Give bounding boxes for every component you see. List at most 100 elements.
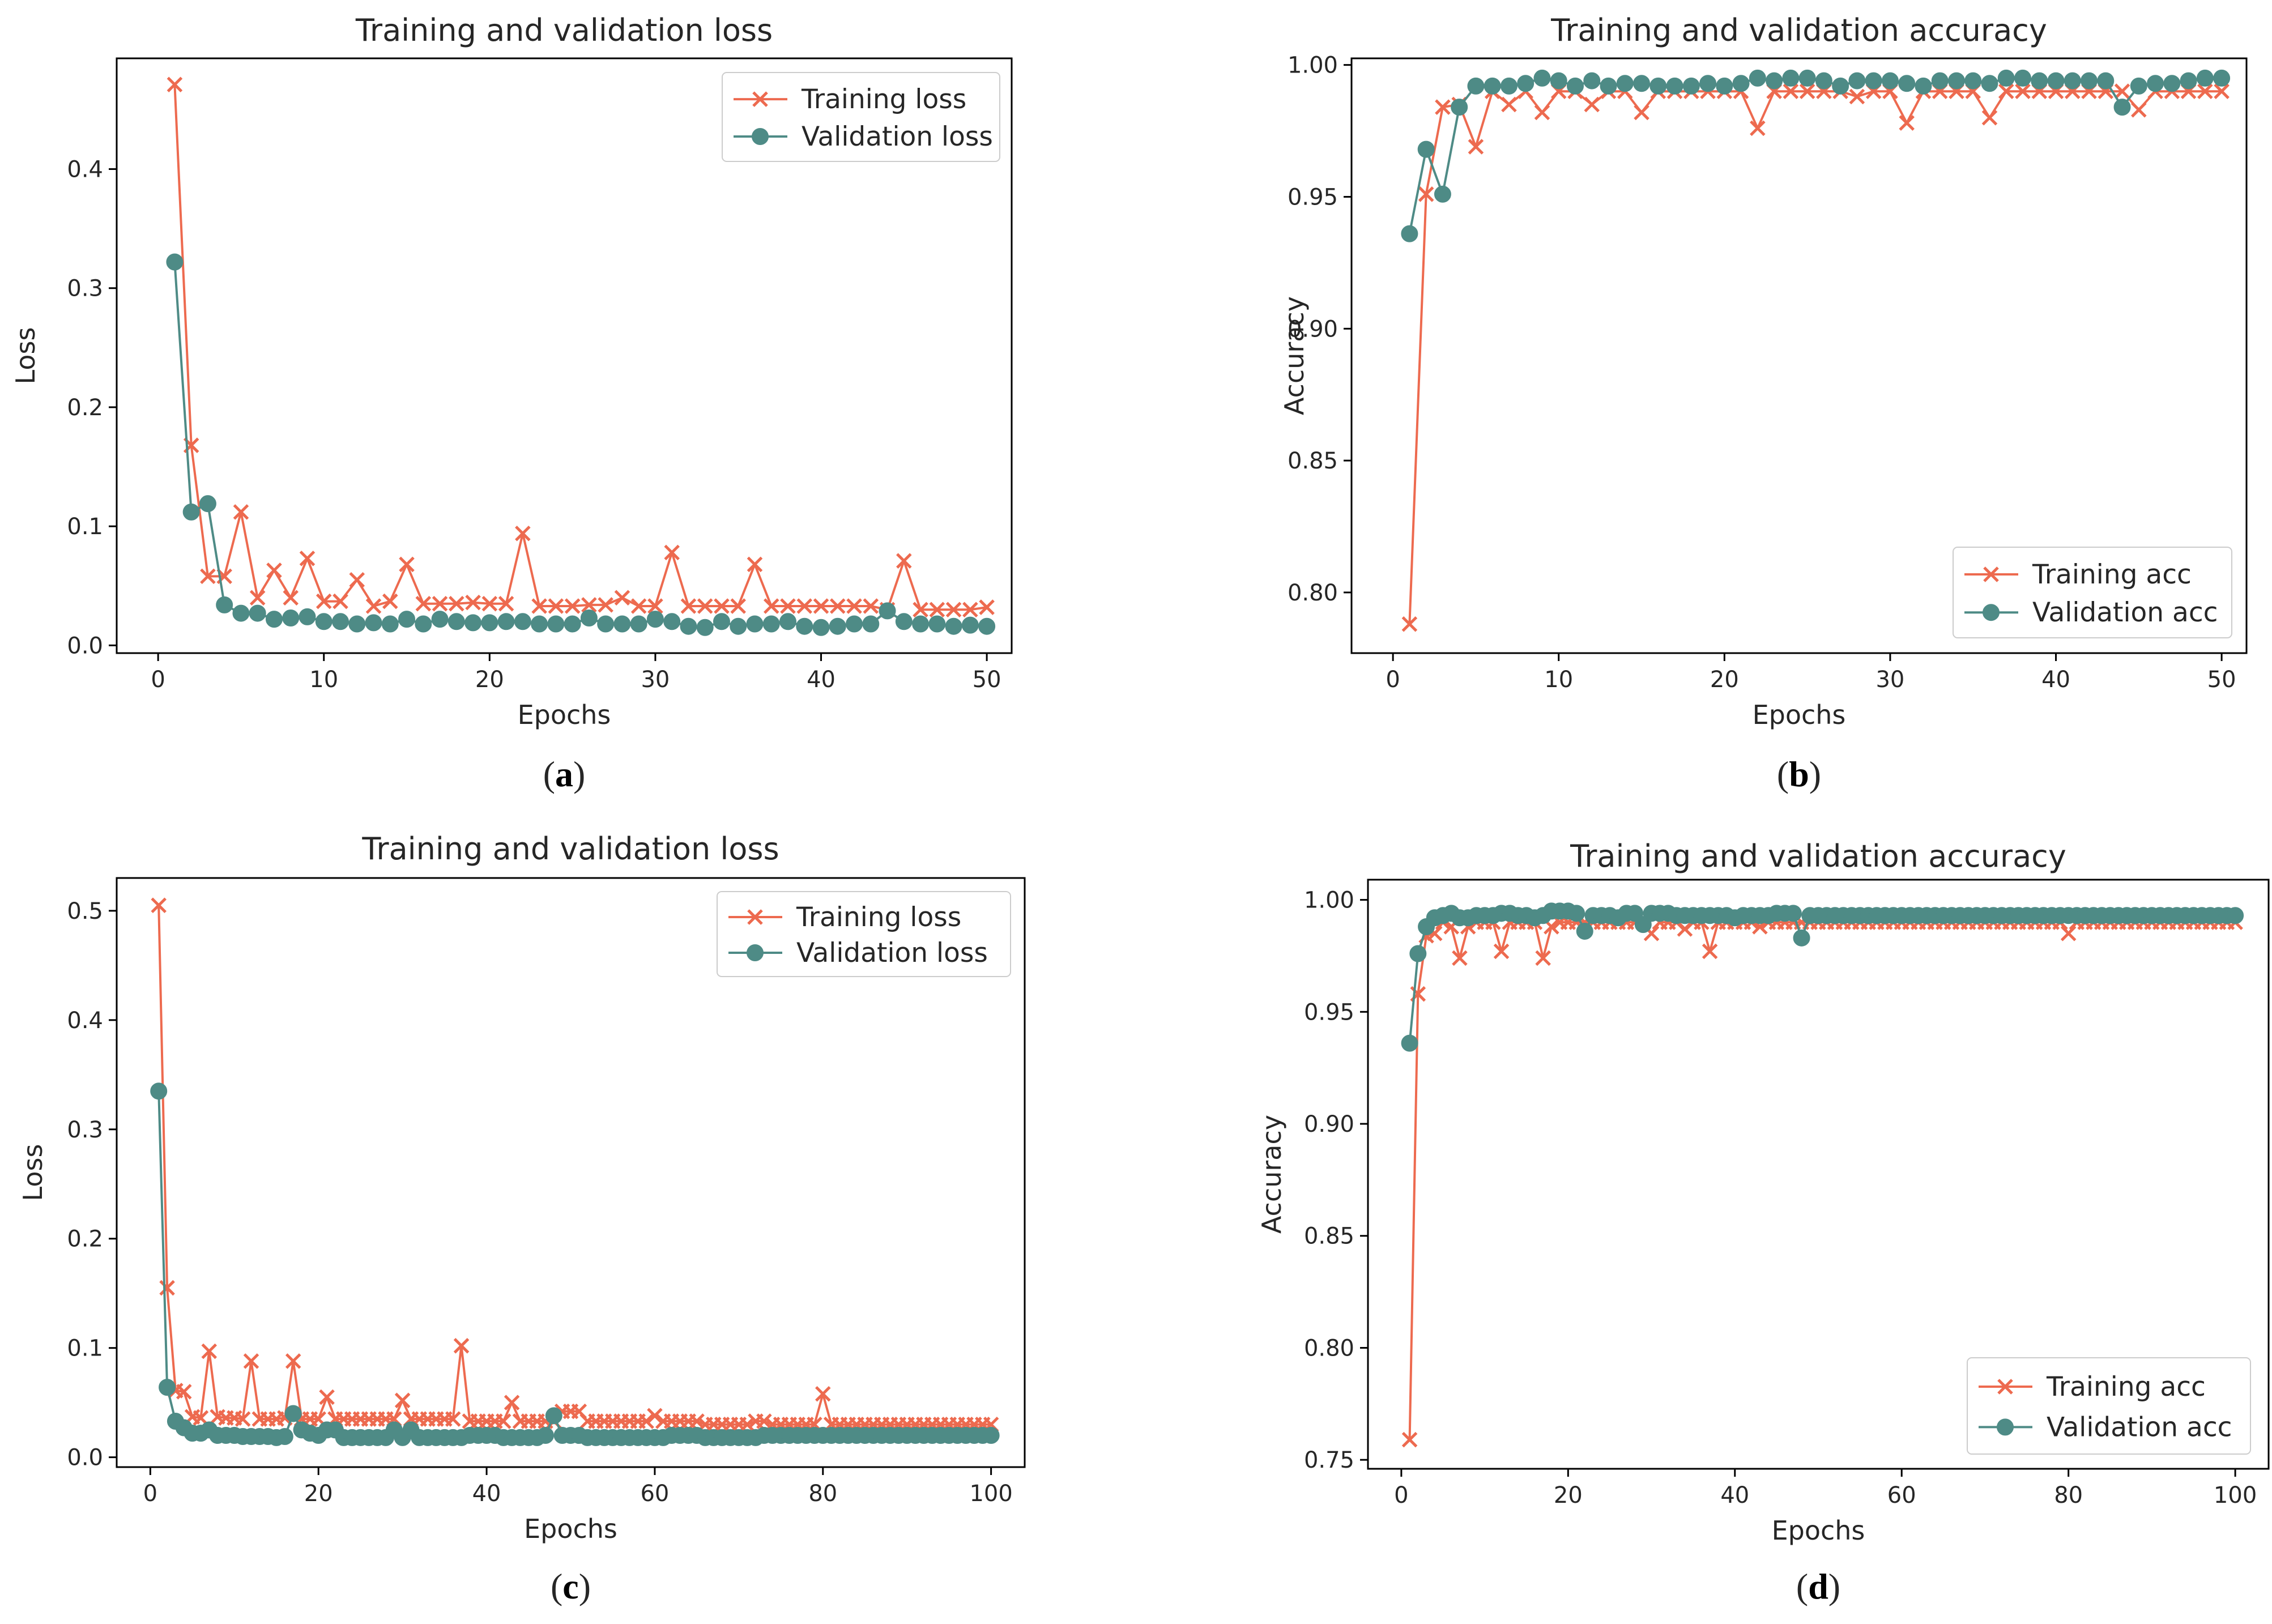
data-point [383,595,397,608]
data-point [983,1427,999,1443]
data-point [2031,73,2047,89]
legend: Training lossValidation loss [722,73,1000,161]
x-tick-label: 50 [2207,667,2236,693]
y-tick-label: 0.95 [1288,184,1338,210]
data-point [2048,73,2064,89]
data-point [515,613,531,629]
chart-title: Training and validation loss [355,12,773,48]
data-point [399,611,415,627]
data-point [913,616,928,632]
data-point [946,619,962,634]
data-point [382,616,398,632]
x-tick-label: 80 [2054,1482,2083,1508]
data-point [1794,930,1810,946]
data-point [680,619,696,634]
data-point [1502,97,1516,111]
data-point [1534,70,1550,86]
chart-title: Training and validation accuracy [1550,12,2047,48]
data-point [1551,73,1567,89]
data-point [780,613,796,629]
data-point [816,1387,830,1401]
data-point [1501,78,1517,94]
data-point [1469,140,1482,154]
series-validation [1401,70,2230,242]
data-point [1667,78,1683,94]
y-tick-label: 0.0 [67,633,103,659]
data-point [366,615,382,630]
data-point [1577,923,1593,939]
data-point [1584,73,1600,89]
y-tick-label: 0.3 [67,276,103,302]
subfigure-caption: (a) [543,754,586,794]
series-line [1409,91,2222,624]
data-point [267,564,281,577]
y-axis-label: Accuracy [1279,296,1310,415]
series-validation [151,1083,999,1446]
y-tick-label: 0.1 [67,1336,103,1362]
data-point [396,1393,410,1407]
data-point [2015,70,2031,86]
data-point [1517,75,1533,91]
data-point [284,591,297,604]
data-point [167,254,182,270]
x-tick-label: 100 [969,1481,1012,1507]
chart-panel-d: Training and validation accuracy0 20 40 60 8… [1256,838,2269,1606]
y-tick-label: 1.00 [1288,53,1338,79]
data-point [1410,945,1426,961]
legend: Training accValidation acc [1953,547,2232,638]
y-tick-label: 1.00 [1304,888,1354,914]
y-tick-label: 0.85 [1288,448,1338,474]
data-point [897,554,911,568]
x-tick-label: 20 [1554,1482,1583,1508]
data-point [631,616,647,632]
subfigure-caption: (c) [551,1566,591,1606]
data-point [880,603,896,619]
legend: Training lossValidation loss [717,892,1011,977]
data-point [349,616,365,632]
data-point [1733,75,1749,91]
data-point [1850,90,1864,104]
data-point [614,616,630,632]
data-point [546,1408,562,1423]
data-point [796,619,812,634]
data-point [647,611,663,627]
caption-letter: c [562,1566,578,1606]
legend-label: Validation acc [2047,1412,2232,1443]
data-point [764,616,779,632]
data-point [1783,70,1798,86]
data-point [1751,121,1764,135]
legend-marker [1997,1419,2013,1435]
chart-title: Training and validation loss [361,831,779,867]
data-point [1601,78,1617,94]
chart-panel-a: Training and validation loss0 10 20 30 40 500… [10,12,1012,794]
data-point [615,591,629,604]
data-point [2115,99,2130,115]
data-point [1800,70,1815,86]
y-tick-label: 0.4 [67,1008,103,1034]
y-axis-label: Loss [10,327,41,385]
data-point [1866,73,1882,89]
data-point [151,1083,167,1099]
data-point [266,611,282,627]
data-point [1468,78,1484,94]
series-line [174,84,987,609]
y-axis-label: Loss [18,1144,48,1201]
data-point [1683,78,1699,94]
data-point [863,616,879,632]
series-line [159,1091,991,1438]
data-point [333,613,348,629]
y-tick-label: 0.3 [67,1117,103,1143]
chart-title: Training and validation accuracy [1570,838,2066,874]
data-point [1998,70,2014,86]
x-tick-label: 20 [1710,667,1739,693]
data-point [283,610,299,626]
data-point [1650,78,1666,94]
legend-label: Validation loss [802,121,993,152]
legend-label: Training loss [796,902,961,933]
data-point [285,1405,301,1421]
x-tick-label: 40 [472,1481,501,1507]
series-training [152,898,998,1431]
x-tick-label: 30 [1875,667,1904,693]
data-point [216,597,232,613]
data-point [250,606,266,621]
